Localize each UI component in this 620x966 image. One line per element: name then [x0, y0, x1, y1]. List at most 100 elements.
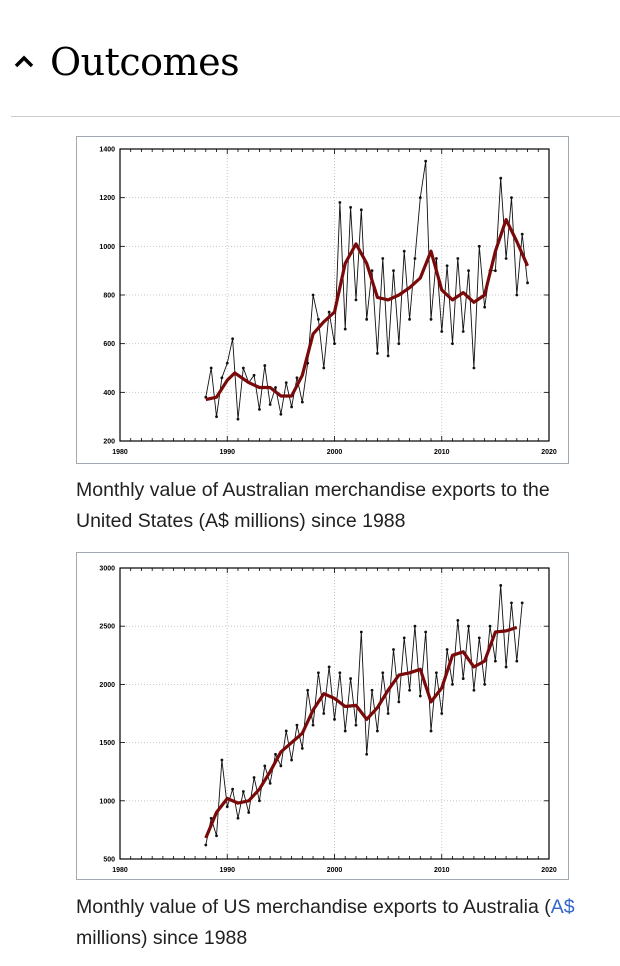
chart-imports-from-us[interactable]: 500 1000 1500 2000 2500 3000 1980 1990 2000 2010 2… — [76, 552, 569, 880]
data-point — [381, 671, 385, 675]
x-tick-label: 2010 — [434, 867, 450, 874]
section-heading[interactable]: Outcomes — [10, 40, 240, 84]
trend-line — [205, 217, 529, 402]
data-point — [381, 257, 385, 260]
x-tick-label: 1980 — [112, 867, 128, 874]
data-point — [311, 293, 315, 297]
y-tick-label: 1200 — [99, 195, 115, 202]
data-point — [204, 843, 208, 847]
data-point — [258, 799, 261, 803]
chart-svg: 500 1000 1500 2000 2500 3000 1980 1990 2000 2010 2… — [99, 566, 557, 875]
section-title: Outcomes — [50, 40, 240, 84]
data-point — [499, 176, 503, 180]
data-point — [220, 758, 224, 762]
data-point — [526, 281, 529, 285]
y-tick-label: 1000 — [99, 798, 115, 805]
data-point — [284, 381, 288, 384]
data-point — [504, 257, 508, 260]
data-point — [477, 636, 481, 640]
x-tick-label: 2000 — [327, 449, 343, 456]
data-point — [268, 403, 272, 406]
chart-svg: 200 400 600 800 1000 1200 1400 1980 1990 2000 2010… — [99, 147, 556, 457]
x-tick-label: 2020 — [541, 867, 557, 874]
data-point — [365, 317, 369, 321]
data-point — [429, 317, 433, 321]
data-point — [456, 618, 460, 622]
data-point — [472, 688, 476, 692]
plot-frame — [119, 567, 550, 860]
data-point — [209, 816, 213, 820]
data-point — [209, 366, 213, 370]
chevron-up-icon[interactable] — [10, 48, 38, 76]
data-point — [258, 407, 261, 411]
data-point — [413, 257, 417, 260]
data-point — [402, 636, 406, 640]
data-point — [359, 208, 363, 212]
caption-text: millions) since 1988 — [76, 927, 248, 949]
data-point — [456, 257, 460, 260]
data-point — [408, 317, 411, 321]
data-point — [322, 712, 326, 715]
data-point — [327, 310, 331, 314]
data-point — [467, 269, 470, 273]
data-point — [333, 342, 336, 346]
data-point — [445, 264, 449, 268]
data-point — [225, 361, 229, 365]
data-point — [220, 376, 224, 380]
y-tick-label: 1500 — [99, 740, 115, 747]
data-point — [215, 415, 218, 419]
data-point — [231, 337, 235, 341]
x-tick-label: 2000 — [327, 867, 343, 874]
data-point — [290, 405, 293, 409]
data-point — [343, 729, 347, 733]
chart-exports-to-us[interactable]: 200 400 600 800 1000 1200 1400 1980 1990 2000 2010… — [76, 136, 569, 464]
monthly-series-line — [205, 585, 523, 846]
data-point — [252, 776, 256, 779]
data-point — [418, 694, 422, 698]
data-point — [354, 723, 358, 727]
data-point — [515, 659, 519, 663]
trend-line — [204, 625, 518, 839]
data-point — [424, 630, 428, 634]
data-point — [472, 366, 476, 370]
data-point — [493, 269, 497, 273]
y-tick-label: 1000 — [99, 244, 115, 251]
y-tick-label: 800 — [103, 293, 115, 300]
data-point — [434, 257, 438, 260]
currency-link[interactable]: A$ — [550, 896, 575, 918]
data-point — [467, 624, 470, 628]
data-point — [279, 764, 283, 768]
data-point — [477, 244, 481, 248]
data-point — [402, 249, 406, 253]
data-point — [333, 717, 336, 721]
data-point — [461, 677, 465, 680]
section-divider — [11, 116, 620, 117]
data-point — [520, 601, 524, 605]
x-tick-label: 2010 — [434, 449, 450, 456]
data-point — [354, 298, 358, 302]
data-point — [493, 659, 497, 663]
data-point — [445, 648, 449, 651]
data-point — [461, 330, 465, 333]
x-tick-label: 1990 — [219, 449, 235, 456]
data-point — [408, 688, 411, 692]
y-tick-label: 500 — [103, 857, 115, 864]
x-tick-label: 1980 — [112, 449, 128, 456]
data-point — [279, 412, 283, 416]
data-point — [349, 677, 352, 680]
data-point — [376, 352, 379, 355]
data-point — [263, 364, 267, 367]
data-point — [290, 758, 293, 762]
data-point — [284, 729, 288, 733]
data-point — [451, 683, 454, 686]
data-point — [295, 723, 299, 727]
plot-frame — [119, 148, 550, 442]
data-point — [359, 630, 363, 634]
data-point — [241, 366, 245, 370]
data-point — [510, 196, 513, 200]
data-point — [504, 665, 508, 669]
data-point — [370, 688, 374, 692]
data-point — [424, 159, 428, 163]
data-point — [386, 712, 390, 715]
data-point — [413, 624, 417, 628]
